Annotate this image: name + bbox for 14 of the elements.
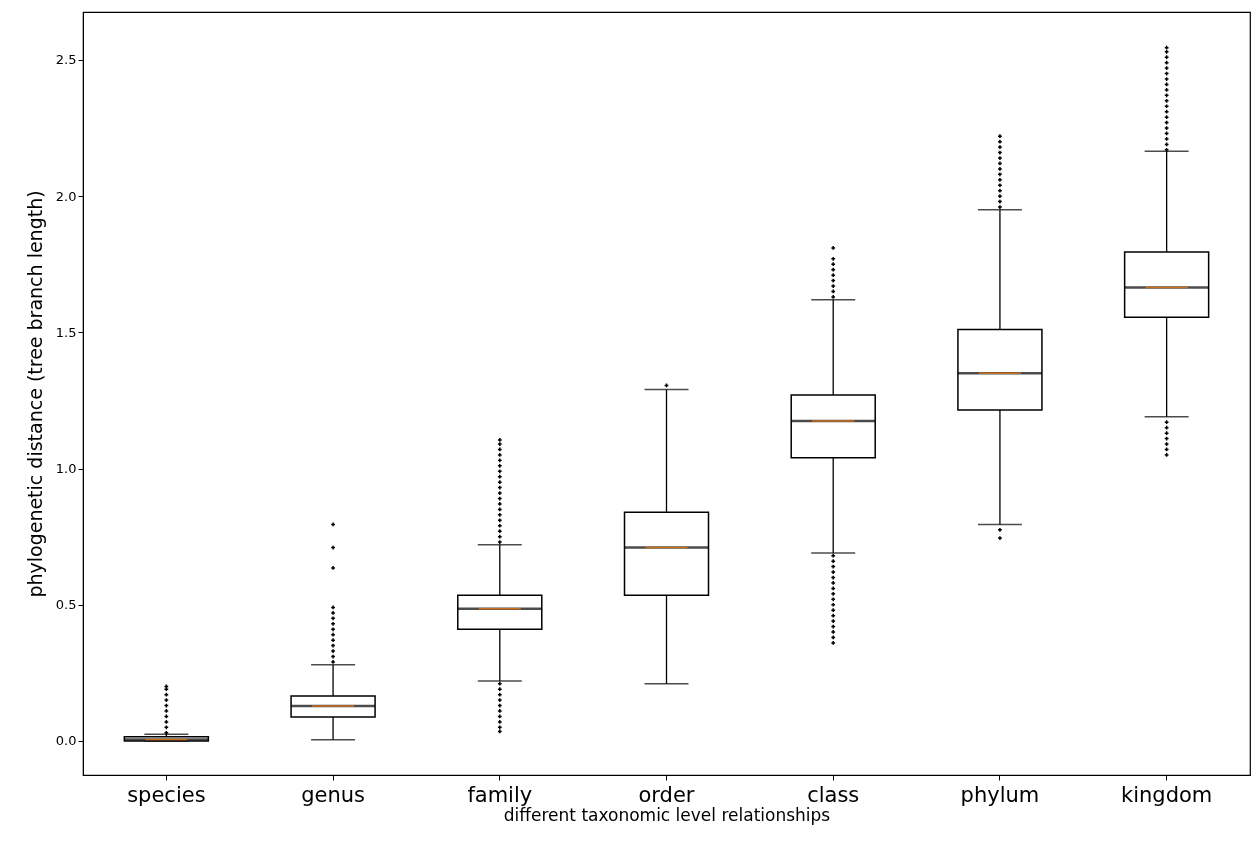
- y-tick-label: 1.0: [55, 461, 77, 477]
- y-tick-label: 2.0: [55, 188, 77, 204]
- y-axis-title: phylogenetic distance (tree branch length): [23, 190, 46, 598]
- x-tick-label: species: [127, 782, 206, 807]
- x-tick-label: order: [638, 782, 695, 807]
- x-tick-label: family: [467, 782, 533, 807]
- x-tick-label: class: [807, 782, 860, 807]
- y-tick-label: 2.5: [55, 52, 77, 68]
- y-tick-label: 0.0: [55, 733, 77, 749]
- y-tick-label: 0.5: [55, 597, 77, 613]
- x-tick-label: kingdom: [1121, 782, 1213, 807]
- x-tick-label: genus: [301, 782, 365, 807]
- y-tick-label: 1.5: [55, 324, 77, 340]
- x-tick-label: phylum: [960, 782, 1040, 807]
